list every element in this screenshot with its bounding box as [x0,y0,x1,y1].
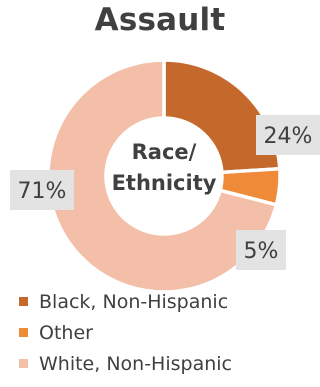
legend-item-black-non-hispanic: Black, Non-Hispanic [19,286,232,317]
data-label-box [256,115,320,155]
chart-title: Assault [94,2,226,38]
data-label: 24% [264,124,313,149]
donut-slice-white-non-hispanic [46,58,279,294]
center-label-line-1: Race/ [132,140,197,164]
legend: Black, Non-Hispanic Other White, Non-His… [19,286,232,379]
legend-swatch [19,359,28,368]
data-label-box [236,230,286,270]
data-label-box [10,170,74,210]
legend-swatch [19,297,28,306]
legend-label: Black, Non-Hispanic [39,290,229,313]
legend-item-white-non-hispanic: White, Non-Hispanic [19,348,232,379]
legend-label: White, Non-Hispanic [39,352,232,375]
donut-slice-black-non-hispanic [162,58,282,175]
center-label-line-2: Ethnicity [112,171,217,195]
legend-label: Other [39,321,93,344]
data-label: 71% [18,179,67,204]
legend-item-other: Other [19,317,232,348]
legend-swatch [19,328,28,337]
data-label: 5% [244,239,279,264]
